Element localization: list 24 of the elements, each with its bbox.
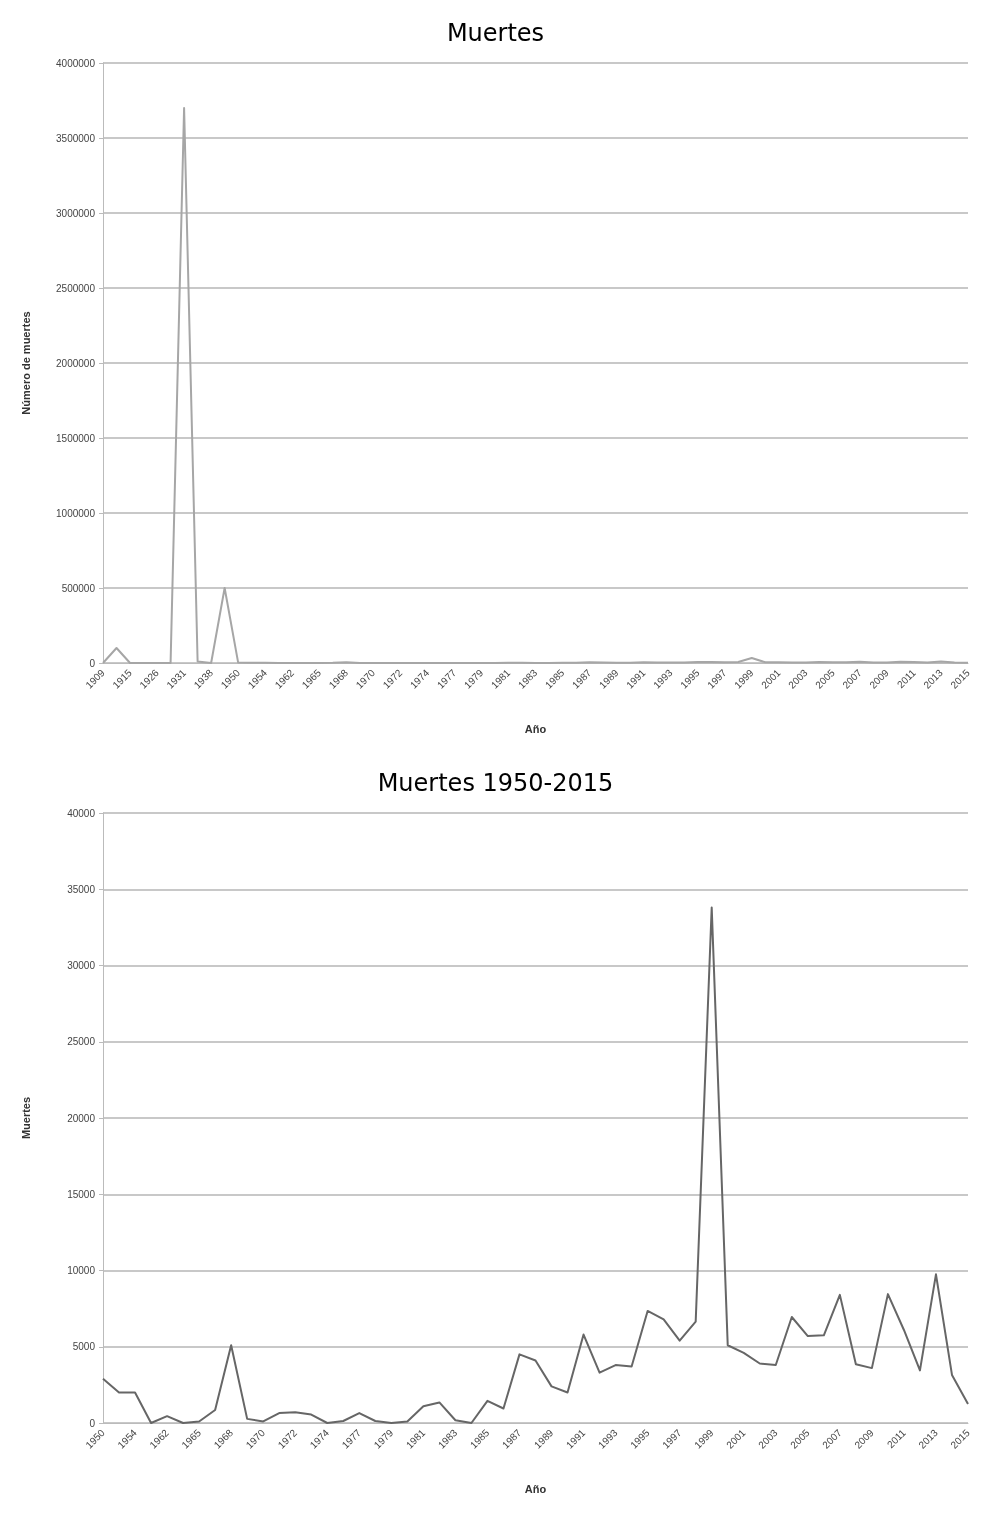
y-tick-label: 4000000 [56,57,96,69]
y-tick-label: 3000000 [56,207,96,219]
y-tick-label: 25000 [67,1036,96,1048]
y-tick-label: 5000 [72,1341,96,1353]
y-tick-label: 15000 [67,1188,96,1200]
y-tick-label: 30000 [67,960,96,971]
chart-title: Muertes [446,19,545,47]
y-tick-label: 0 [89,657,96,669]
y-tick-label: 2000000 [56,357,96,369]
y-tick-label: 2500000 [56,282,96,294]
y-tick-label: 1000000 [56,507,96,519]
y-tick-label: 10000 [67,1265,96,1276]
y-tick-label: 3500000 [56,132,96,144]
y-tick-label: 40000 [67,807,96,819]
y-tick-label: 35000 [67,883,96,895]
x-axis-title: Año [524,722,547,735]
y-axis-title: Muertes [19,1096,32,1140]
y-tick-label: 20000 [67,1112,96,1124]
y-axis-title: Número de muertes [19,311,32,415]
y-tick-label: 0 [89,1417,96,1429]
chart-title: Muertes 1950-2015 [377,769,614,797]
y-tick-label: 1500000 [56,432,96,444]
y-tick-label: 500000 [61,582,96,594]
x-axis-title: Año [524,1482,547,1495]
